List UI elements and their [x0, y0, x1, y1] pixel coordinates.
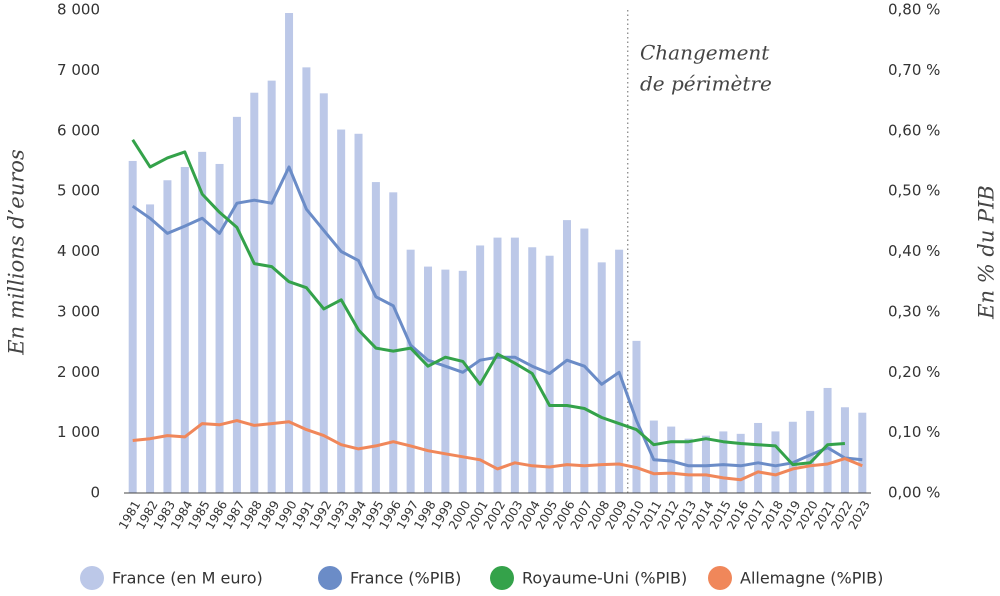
bar [510, 237, 519, 493]
y2-tick-label: 0,60 % [888, 121, 940, 139]
bar [371, 182, 380, 493]
bar [389, 192, 398, 493]
y2-tick-label: 0,10 % [888, 423, 940, 441]
bar [736, 433, 745, 493]
annotation: Changement [640, 41, 770, 65]
y2-tick-label: 0,00 % [888, 484, 940, 502]
bar [232, 116, 241, 494]
legend-swatch [318, 566, 342, 590]
bar [215, 163, 224, 494]
y2-tick-label: 0,50 % [888, 182, 940, 200]
y2-tick-label: 0,30 % [888, 302, 940, 320]
legend-label: Allemagne (%PIB) [740, 569, 883, 588]
bar [806, 410, 815, 493]
legend-swatch [80, 566, 104, 590]
y-tick-label: 5 000 [57, 182, 100, 200]
y2-tick-label: 0,40 % [888, 242, 940, 260]
bar [458, 270, 467, 493]
y2-tick-label: 0,20 % [888, 363, 940, 381]
bar [788, 421, 797, 493]
line [132, 419, 863, 482]
bar [198, 151, 207, 493]
line [131, 165, 863, 468]
bar [754, 422, 763, 493]
bar [493, 237, 502, 493]
bar [562, 220, 571, 494]
bar [597, 262, 606, 493]
bar [146, 204, 155, 493]
bar [319, 93, 328, 493]
bar [406, 249, 415, 493]
bar [337, 129, 346, 494]
bar [354, 133, 363, 494]
y-tick-label: 0 [90, 484, 100, 502]
legend-swatch [708, 566, 732, 590]
bar [476, 245, 485, 493]
y-tick-label: 3 000 [57, 302, 100, 320]
y2-tick-label: 0,70 % [888, 61, 940, 79]
bar [180, 166, 189, 493]
bar [823, 387, 832, 493]
y-tick-label: 7 000 [57, 61, 100, 79]
bar [528, 247, 537, 493]
y-axis-label: En millions d’euros [5, 149, 29, 356]
bar [267, 80, 276, 494]
y-tick-label: 6 000 [57, 121, 100, 139]
line [131, 138, 846, 467]
legend-swatch [490, 566, 514, 590]
bar [840, 407, 849, 493]
bar [285, 13, 294, 494]
y-tick-label: 2 000 [57, 363, 100, 381]
bar [424, 266, 433, 493]
bar [128, 160, 137, 493]
bar [858, 412, 867, 493]
bar [580, 228, 589, 493]
y-tick-label: 8 000 [57, 1, 100, 19]
y-tick-label: 1 000 [57, 423, 100, 441]
y2-tick-label: 0,80 % [888, 1, 940, 19]
bar [771, 431, 780, 493]
annotation: de périmètre [640, 72, 772, 96]
bar [441, 269, 450, 493]
y2-axis-label: En % du PIB [975, 185, 999, 320]
y-tick-label: 4 000 [57, 242, 100, 260]
legend-label: France (en M euro) [112, 569, 263, 588]
bar [719, 431, 728, 493]
bar [302, 67, 311, 493]
bar [163, 180, 172, 493]
legend-label: France (%PIB) [350, 569, 461, 588]
legend-label: Royaume-Uni (%PIB) [522, 569, 687, 588]
bar [250, 92, 259, 494]
